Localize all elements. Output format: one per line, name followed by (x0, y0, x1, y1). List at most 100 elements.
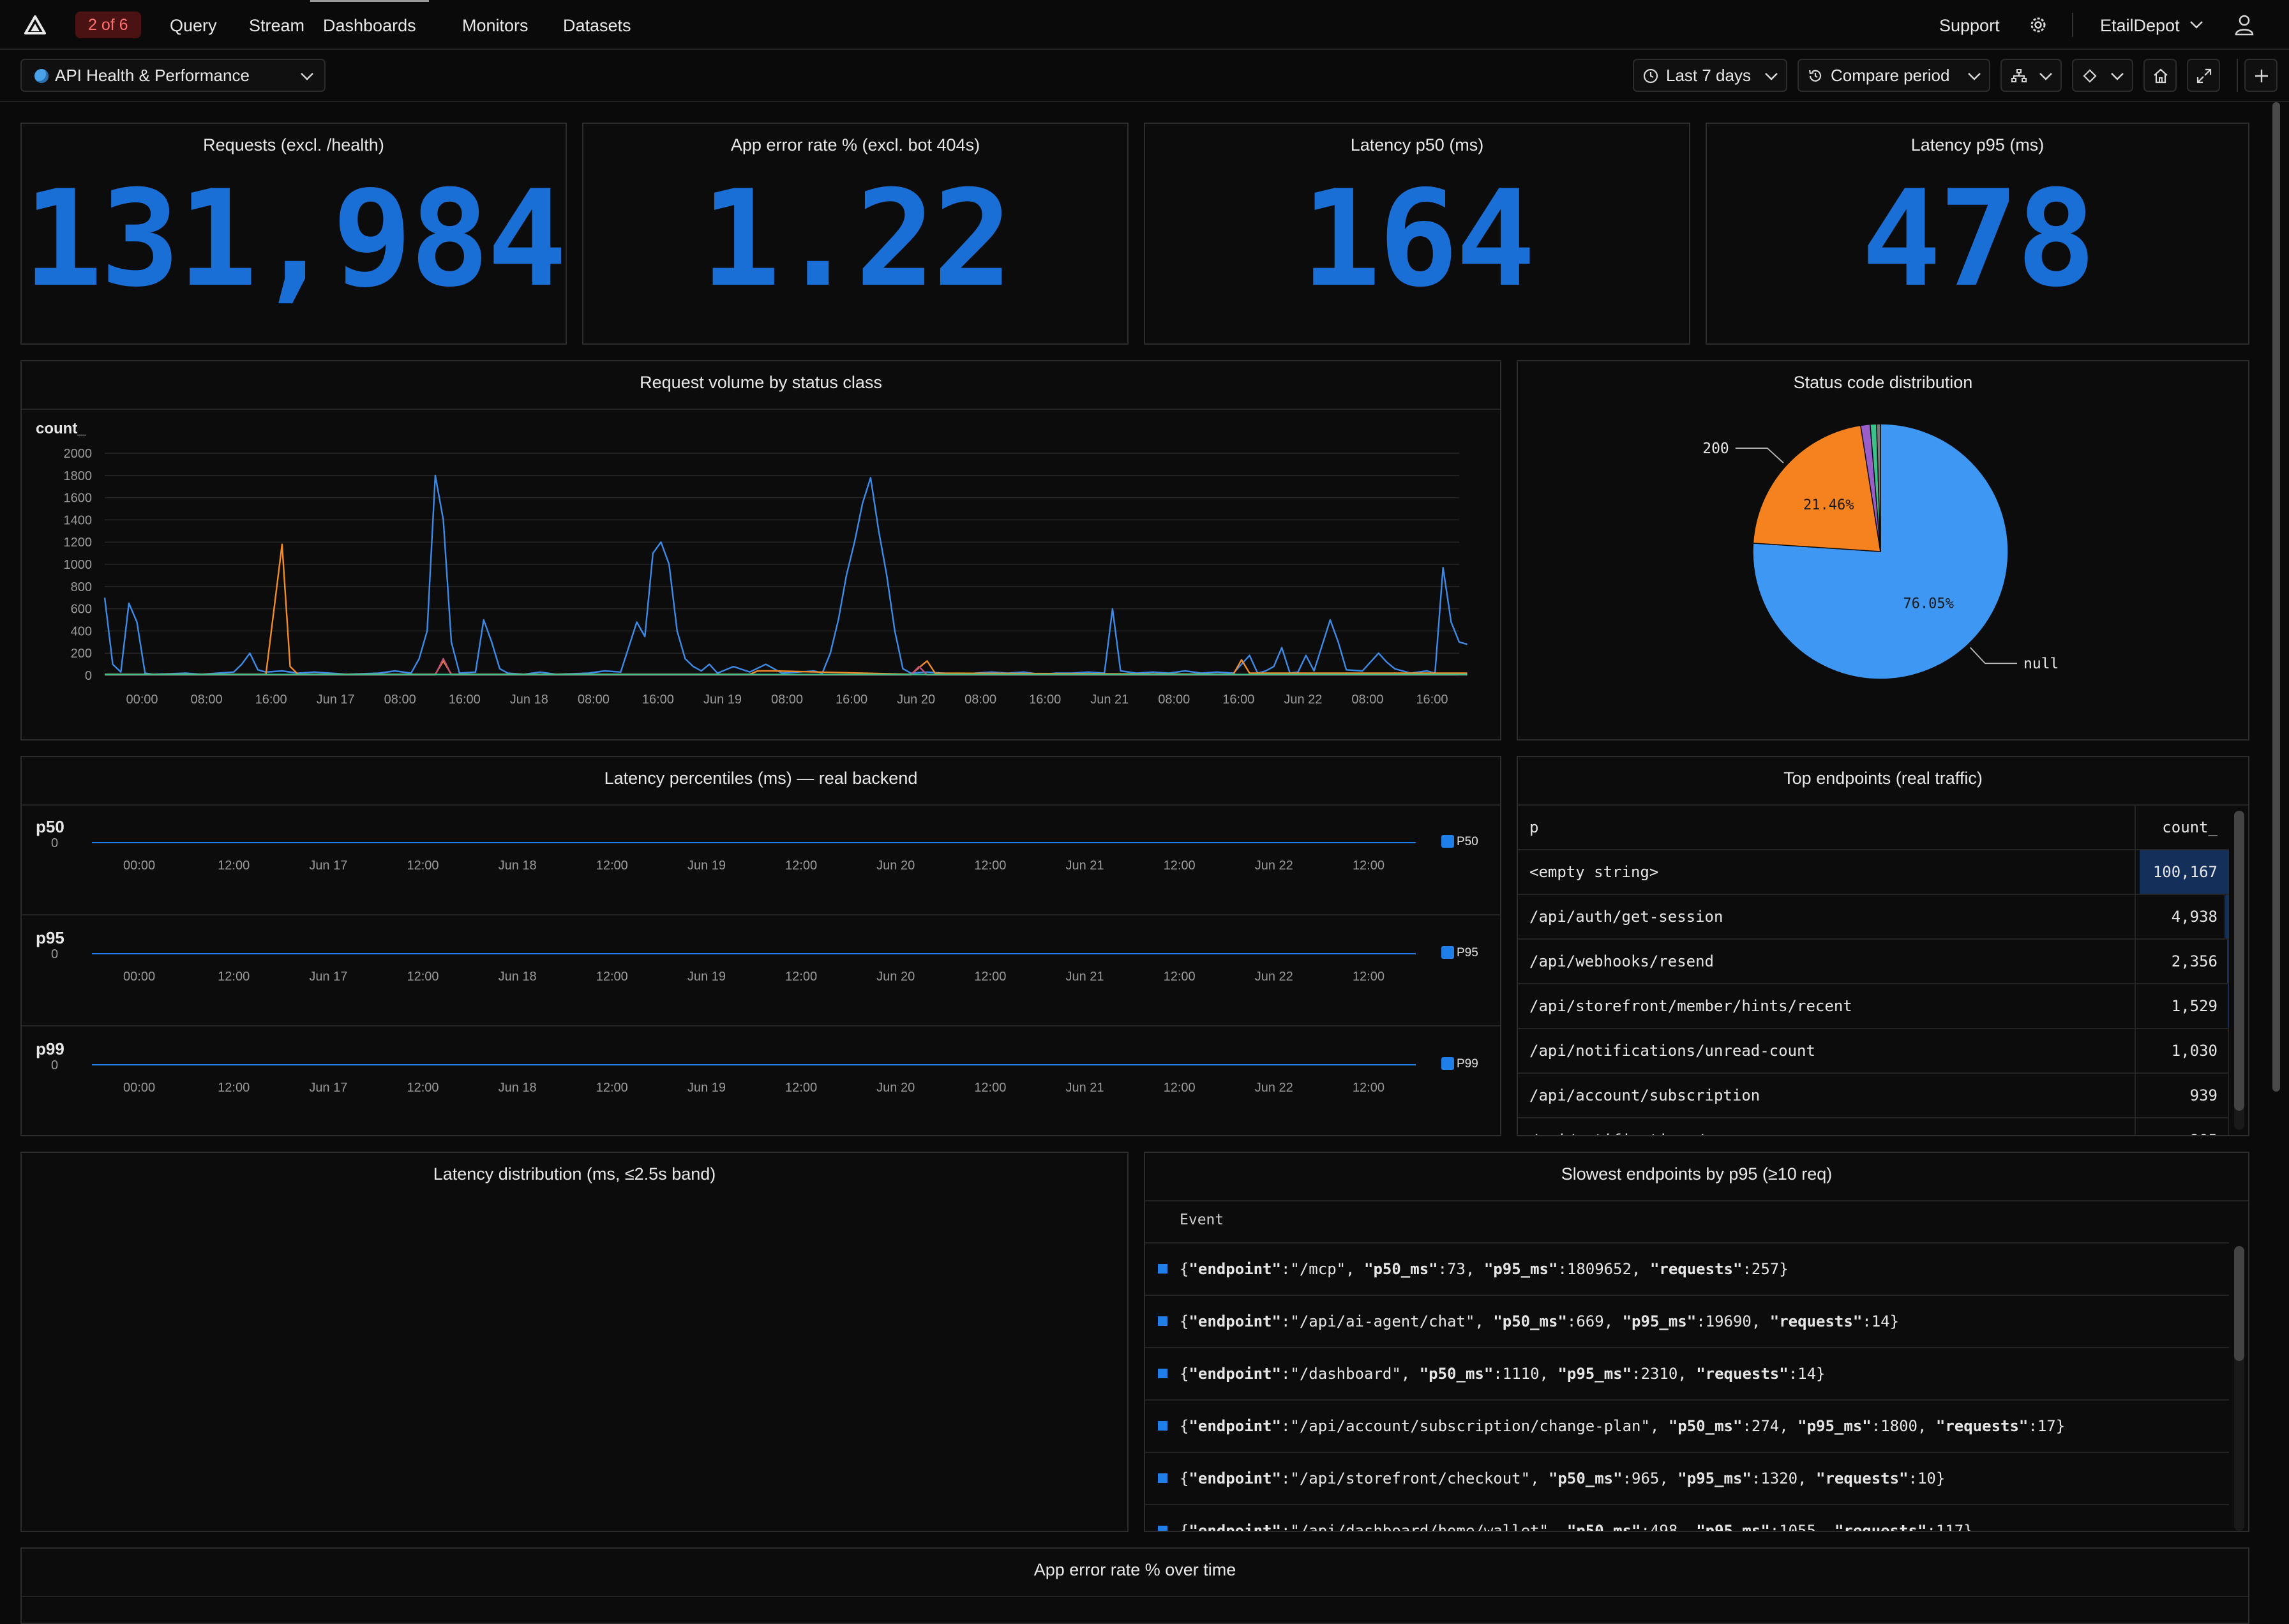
x-tick-label: Jun 19 (687, 1081, 726, 1095)
event-marker (1158, 1264, 1167, 1274)
chevron-down-icon (2111, 73, 2124, 80)
plus-icon (2255, 70, 2268, 82)
y-tick-label: 2000 (64, 447, 93, 461)
column-header-p[interactable]: p (1529, 818, 1539, 836)
event-row[interactable]: {"endpoint":"/api/account/subscription/c… (1145, 1399, 2229, 1452)
x-tick-label: 12:00 (974, 859, 1006, 873)
table-scrollbar-thumb[interactable] (2234, 811, 2244, 1111)
count-bar (2226, 940, 2229, 983)
table-row[interactable]: /api/webhooks/resend 2,356 (1518, 938, 2229, 983)
pie-percent-label: 21.46% (1803, 497, 1854, 513)
panel-title: Status code distribution (1793, 373, 1973, 392)
pie-percent-label: 76.05% (1903, 596, 1953, 612)
x-tick-label: 12:00 (407, 970, 439, 984)
stat-panel-error-rate[interactable]: App error rate % (excl. bot 404s) 1.22 (582, 123, 1129, 345)
count-cell: 2,356 (2171, 952, 2218, 970)
expand-button[interactable] (2187, 59, 2220, 92)
event-json: {"endpoint":"/mcp", "p50_ms":73, "p95_ms… (1180, 1260, 1789, 1278)
status-distribution-panel[interactable]: Status code distribution 76.05% null 21.46… (1517, 360, 2249, 741)
table-row[interactable]: /api/notifications/unread-count 1,030 (1518, 1028, 2229, 1072)
x-tick-label: 12:00 (407, 1081, 439, 1095)
time-range-label: Last 7 days (1666, 66, 1751, 85)
request-volume-panel[interactable]: Request volume by status class count_ 0 2… (20, 360, 1501, 741)
p99-axis-label: p99 (36, 1039, 64, 1058)
nav-datasets[interactable]: Datasets (563, 16, 631, 35)
panel-title-divider (22, 409, 1500, 410)
count-bar (2227, 984, 2229, 1028)
add-panel-button[interactable] (2244, 59, 2278, 92)
stat-panel-requests[interactable]: Requests (excl. /health) 131,984 (20, 123, 567, 345)
event-row[interactable]: {"endpoint":"/api/ai-agent/chat", "p50_m… (1145, 1295, 2229, 1347)
status-pie-chart[interactable]: 76.05% null 21.46% 200 (1518, 361, 2248, 739)
annotations-button[interactable] (2072, 59, 2133, 92)
latency-percentiles-panel[interactable]: Latency percentiles (ms) — real backend … (20, 756, 1501, 1136)
x-tick-label: 16:00 (642, 693, 674, 707)
stat-title: Latency p50 (ms) (1350, 135, 1484, 154)
axiom-logo-icon[interactable] (24, 15, 46, 34)
table-row[interactable]: /api/account/subscription 939 (1518, 1072, 2229, 1117)
slowest-endpoints-panel[interactable]: Slowest endpoints by p95 (≥10 req) Event… (1144, 1152, 2249, 1532)
clock-icon (1643, 68, 1658, 84)
event-column-header[interactable]: Event (1180, 1212, 1224, 1228)
x-tick-label: 16:00 (1416, 693, 1448, 707)
compare-period-button[interactable]: Compare period (1797, 59, 1990, 92)
y-tick-label: 1600 (64, 492, 93, 506)
y-tick-label: 0 (51, 836, 58, 850)
event-scrollbar-thumb[interactable] (2234, 1246, 2244, 1361)
p99-legend-label[interactable]: P99 (1457, 1057, 1478, 1071)
request-volume-chart[interactable]: 0 200 400 600 800 1000 1200 1400 1600 1800 2000 00:… (22, 361, 1500, 739)
table-row[interactable]: /api/notifications/... 905 (1518, 1117, 2229, 1135)
nav-dashboards[interactable]: Dashboards (310, 0, 429, 50)
page-scrollbar[interactable] (2272, 102, 2280, 1092)
event-row[interactable]: {"endpoint":"/api/dashboard/home/wallet"… (1145, 1504, 2229, 1531)
top-endpoints-panel[interactable]: Top endpoints (real traffic) p count_ <e… (1517, 756, 2249, 1136)
x-tick-label: 16:00 (1222, 693, 1254, 707)
home-icon (2154, 68, 2168, 84)
event-row[interactable]: {"endpoint":"/mcp", "p50_ms":73, "p95_ms… (1145, 1242, 2229, 1295)
home-button[interactable] (2143, 59, 2177, 92)
x-tick-label: 08:00 (771, 693, 803, 707)
x-tick-label: 08:00 (1351, 693, 1383, 707)
p50-legend-label[interactable]: P50 (1457, 835, 1478, 848)
panel-title: Request volume by status class (640, 373, 882, 392)
chevron-down-icon (301, 73, 313, 80)
support-link[interactable]: Support (1939, 16, 2000, 35)
panel-title-divider (1145, 1200, 2248, 1201)
nav-query[interactable]: Query (170, 16, 217, 35)
endpoint-path-cell: /api/notifications/... (1529, 1118, 1732, 1135)
event-row[interactable]: {"endpoint":"/dashboard", "p50_ms":1110,… (1145, 1347, 2229, 1399)
settings-gear-icon[interactable] (2029, 15, 2048, 34)
dashboard-selector[interactable]: API Health & Performance (20, 59, 326, 92)
column-header-count[interactable]: count_ (2162, 818, 2218, 836)
x-tick-label: Jun 22 (1284, 693, 1322, 707)
stat-panel-latency-p95[interactable]: Latency p95 (ms) 478 (1706, 123, 2249, 345)
time-range-button[interactable]: Last 7 days (1633, 59, 1787, 92)
table-row[interactable]: /api/storefront/member/hints/recent 1,529 (1518, 983, 2229, 1028)
event-row[interactable]: {"endpoint":"/api/storefront/checkout", … (1145, 1452, 2229, 1504)
nav-stream[interactable]: Stream (249, 16, 305, 35)
error-rate-over-time-panel[interactable]: App error rate % over time (20, 1547, 2249, 1624)
event-scrollbar-track[interactable] (2234, 1246, 2244, 1531)
event-marker (1158, 1316, 1167, 1326)
table-scrollbar-track[interactable] (2234, 811, 2244, 1130)
y-tick-label: 1400 (64, 513, 93, 527)
top-nav: 2 of 6 Query Stream Dashboards Monitors … (0, 0, 2289, 50)
subchart-divider (22, 1025, 1500, 1026)
x-tick-label: 08:00 (964, 693, 996, 707)
x-tick-label: Jun 18 (499, 1081, 537, 1095)
group-by-button[interactable] (2000, 59, 2062, 92)
p50-axis-label: p50 (36, 817, 64, 836)
table-row[interactable]: <empty string> 100,167 (1518, 849, 2229, 894)
nav-monitors[interactable]: Monitors (462, 16, 529, 35)
x-tick-label: Jun 20 (876, 859, 915, 873)
latency-distribution-panel[interactable]: Latency distribution (ms, ≤2.5s band) (20, 1152, 1129, 1532)
user-profile-icon[interactable] (2234, 14, 2255, 36)
p95-legend-label[interactable]: P95 (1457, 946, 1478, 959)
x-tick-label: 12:00 (218, 1081, 250, 1095)
stat-panel-latency-p50[interactable]: Latency p50 (ms) 164 (1144, 123, 1690, 345)
dashboard-name: API Health & Performance (55, 66, 250, 85)
latency-percentiles-chart[interactable]: 0 00:00 12:00 Jun 17 12:00 Jun 18 12:00 Jun 19 1… (22, 757, 1426, 1135)
org-switcher[interactable]: EtailDepot (2100, 16, 2180, 35)
org-chevron-down-icon[interactable] (2189, 20, 2203, 29)
table-row[interactable]: /api/auth/get-session 4,938 (1518, 894, 2229, 938)
